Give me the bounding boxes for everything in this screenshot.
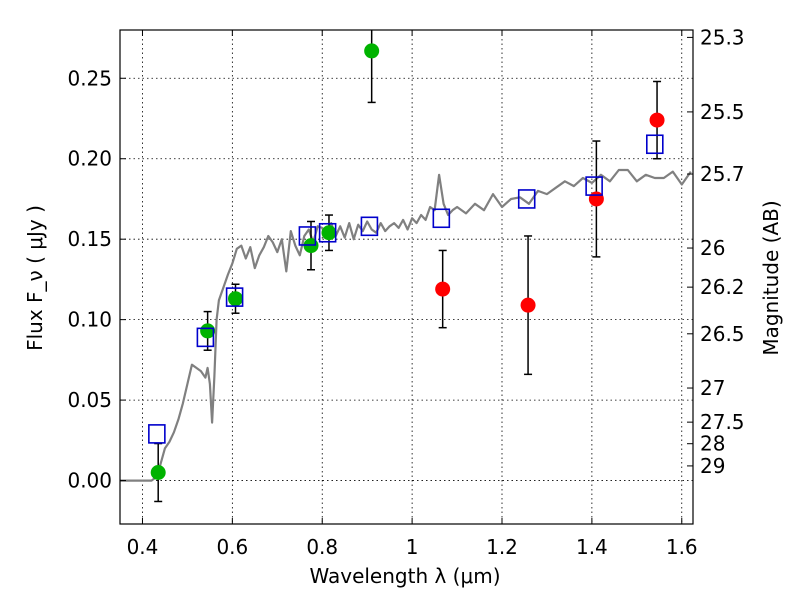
y-tick-label: 0.25 — [67, 66, 112, 90]
model-band-flux-marker — [432, 208, 451, 229]
y-tick-label: 0.05 — [67, 388, 112, 412]
data-point — [200, 323, 216, 339]
model-spectrum-line — [120, 168, 692, 482]
x-tick-label: 1 — [406, 535, 419, 559]
y2-tick-label: 27 — [700, 376, 725, 400]
model-band-flux-marker — [196, 327, 215, 348]
y-tick-label: 0.10 — [67, 308, 112, 332]
data-point — [364, 43, 380, 59]
model-band-flux-marker — [360, 216, 379, 237]
model-band-flux-marker — [318, 222, 337, 243]
x-tick-label: 0.6 — [216, 535, 248, 559]
y2-tick-label: 25.7 — [700, 162, 745, 186]
model-spectrum — [120, 168, 692, 482]
plot-frame — [119, 29, 694, 525]
model-band-flux-marker — [148, 424, 166, 444]
y2-tick-label: 26.5 — [700, 322, 745, 346]
grid-lines — [120, 30, 693, 524]
x-tick-label: 0.8 — [306, 535, 338, 559]
y2-tick-label: 29 — [700, 454, 725, 478]
y-tick-label: 0.00 — [67, 469, 112, 493]
y2-tick-label: 25.5 — [700, 100, 745, 124]
data-point — [435, 281, 451, 297]
x-axis-title: Wavelength λ (μm) — [309, 564, 500, 588]
y2-tick-label: 27.5 — [700, 410, 745, 434]
axes: 0.4 0.6 0.8 1 1.2 1.4 1.6 0.00 0.05 0.10 0.15 0.20 0… — [67, 25, 744, 559]
data-point — [150, 465, 166, 481]
model-band-flux-marker — [298, 226, 317, 246]
y-tick-label: 0.20 — [67, 147, 112, 171]
y2-tick-label: 26.2 — [700, 275, 745, 299]
y2-tick-label: 28 — [700, 432, 725, 456]
model-band-flux-marker — [225, 287, 244, 307]
data-point — [227, 291, 243, 307]
x-tick-label: 0.4 — [127, 535, 159, 559]
x-tick-label: 1.6 — [666, 535, 698, 559]
model-band-flux-marker — [517, 189, 536, 209]
data-points — [148, 43, 665, 481]
data-point — [649, 112, 665, 128]
y-tick-label: 0.15 — [67, 227, 112, 251]
model-band-flux-marker — [645, 134, 664, 155]
x-tick-label: 1.2 — [486, 535, 518, 559]
data-point — [321, 225, 337, 241]
error-bars — [154, 30, 662, 503]
model-band-flux-marker — [585, 176, 603, 196]
y2-tick-label: 25.3 — [700, 25, 745, 49]
data-point — [520, 297, 536, 313]
y2-tick-label: 26 — [700, 236, 725, 260]
x-tick-label: 1.4 — [576, 535, 608, 559]
y-axis-title: Flux F_ν ( μJy ) — [23, 205, 47, 351]
y2-axis-title: Magnitude (AB) — [759, 200, 783, 355]
